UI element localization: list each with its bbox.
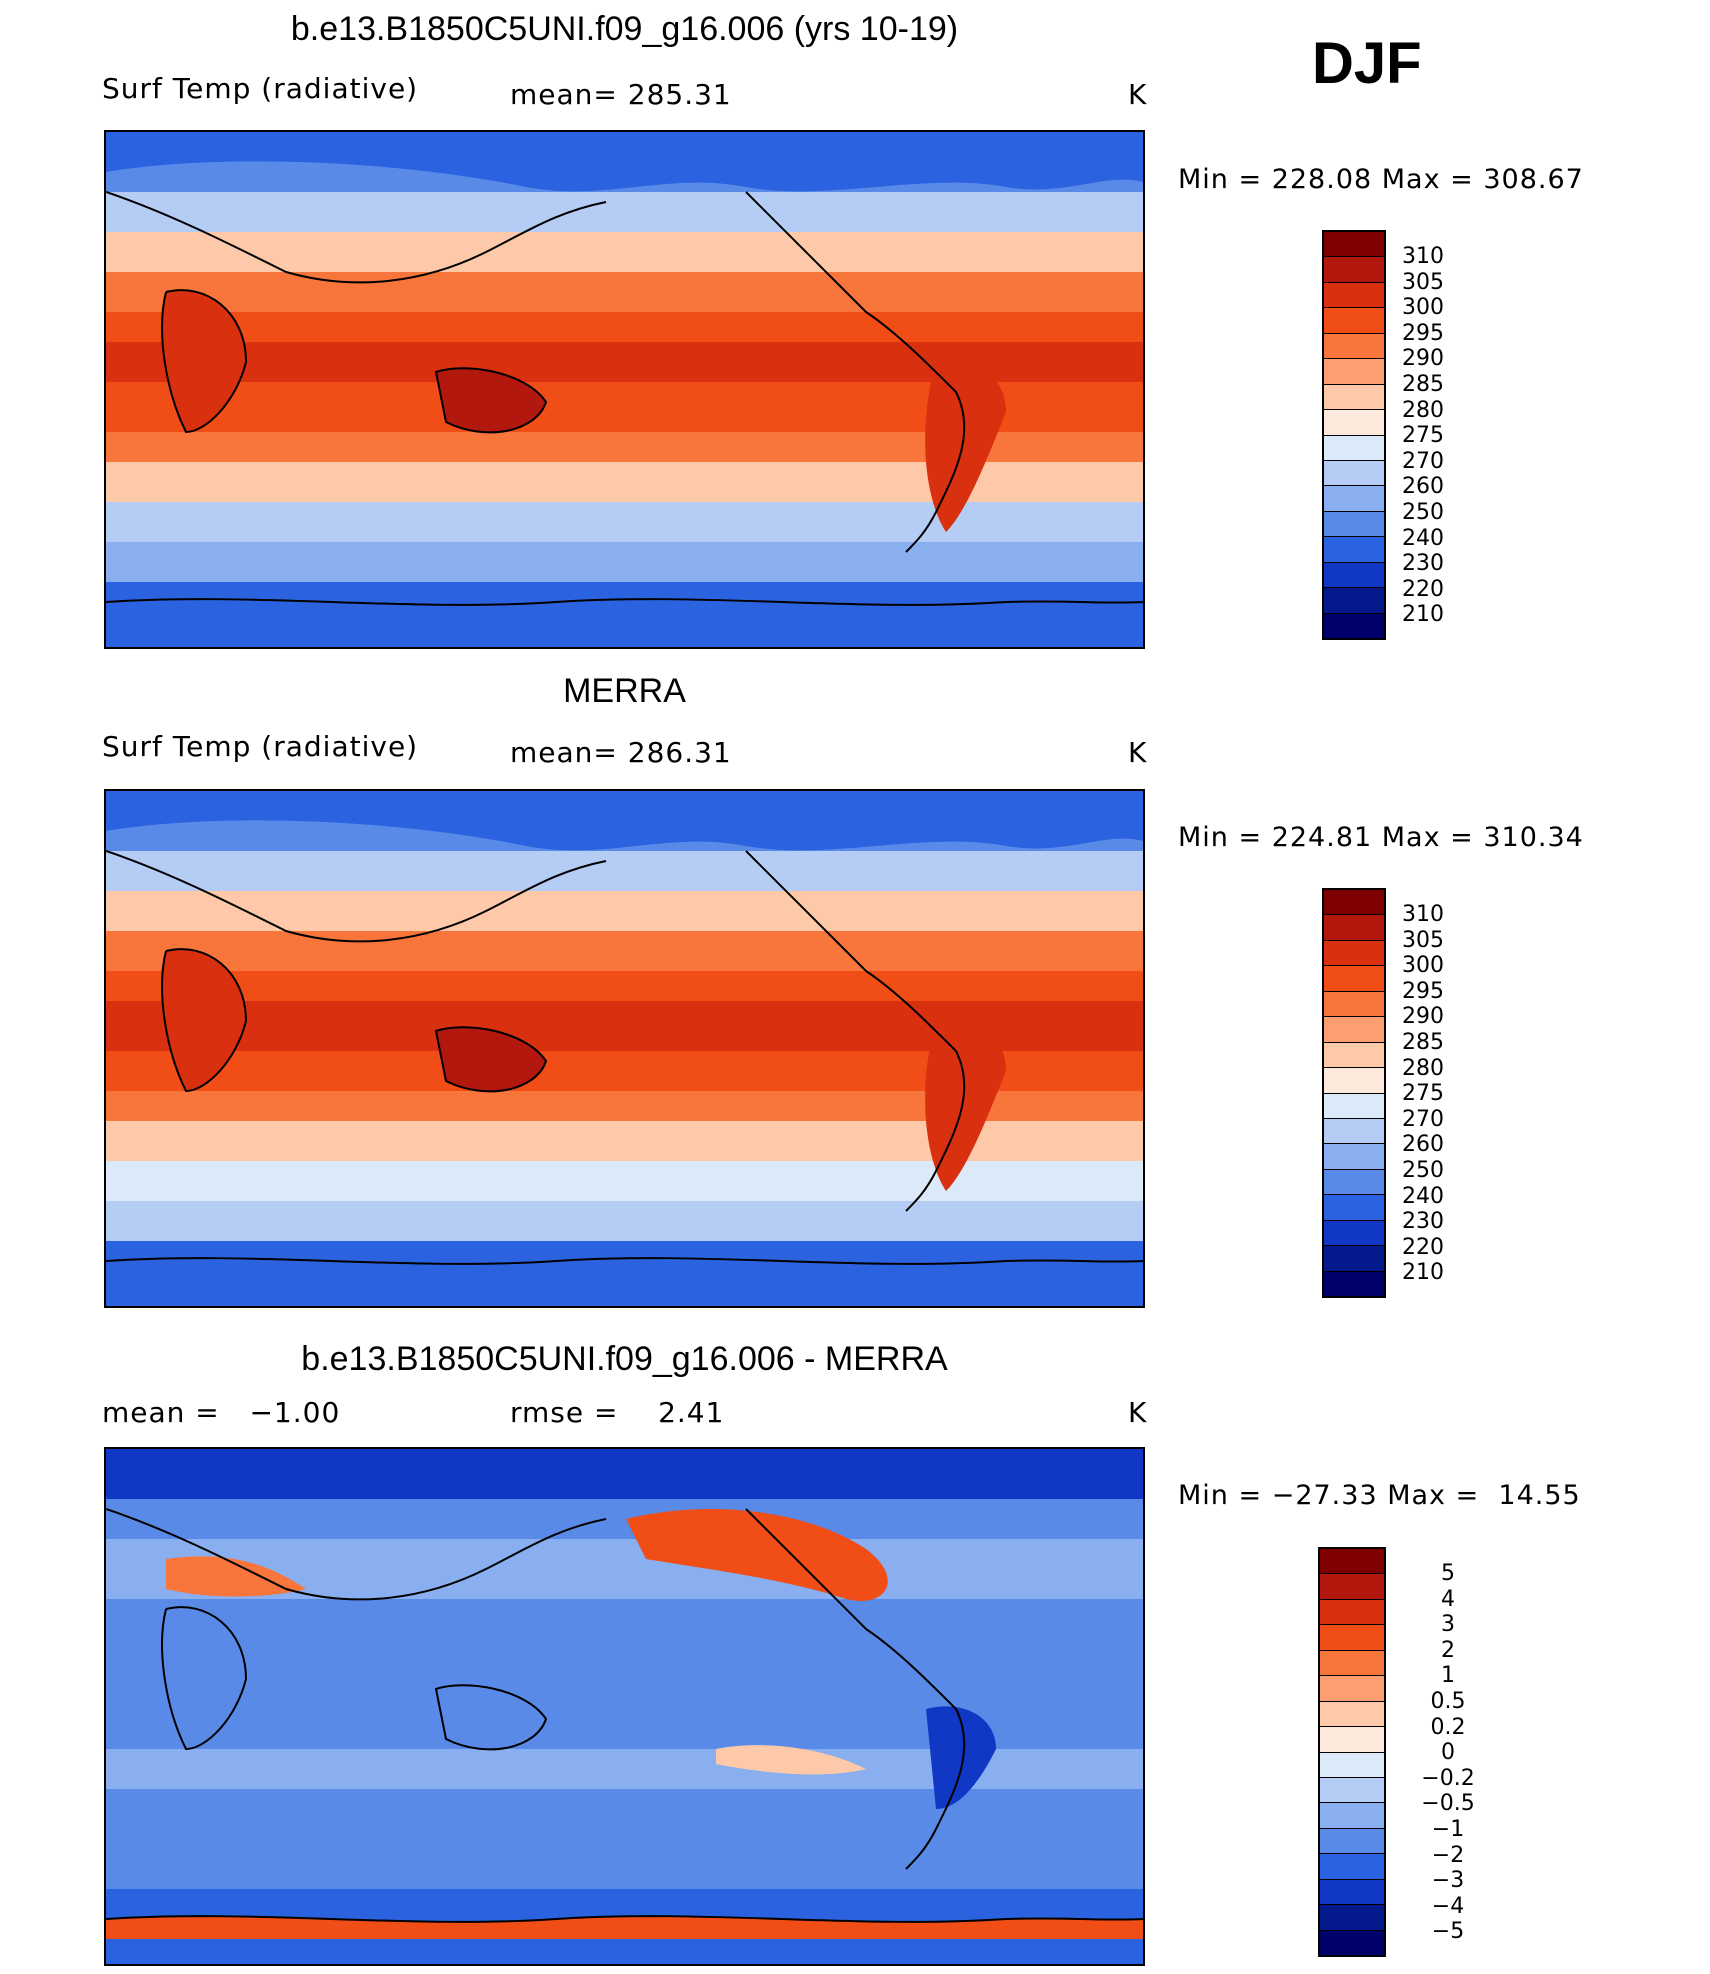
colorbar-label: 260 bbox=[1402, 1132, 1444, 1158]
panel1-map-field bbox=[106, 132, 1143, 647]
colorbar-label: 3 bbox=[1441, 1612, 1455, 1638]
panel2-mean-label: mean= 286.31 bbox=[510, 736, 732, 769]
panel3-mean-label: mean = −1.00 bbox=[102, 1396, 341, 1429]
panel1-variable-label: Surf Temp (radiative) bbox=[102, 72, 419, 105]
panel3-minmax: Min = −27.33 Max = 14.55 bbox=[1178, 1480, 1581, 1511]
panel2-map-field bbox=[106, 791, 1143, 1306]
colorbar-label: −0.5 bbox=[1421, 1791, 1475, 1817]
colorbar-label: 1 bbox=[1441, 1663, 1455, 1689]
colorbar-label: 295 bbox=[1402, 978, 1444, 1004]
colorbar-label: −1 bbox=[1431, 1816, 1465, 1842]
panel2-map bbox=[104, 789, 1145, 1308]
colorbar-label: 240 bbox=[1402, 525, 1444, 551]
panel1-units-label: K bbox=[1128, 78, 1148, 111]
panel3-rmse-label: rmse = 2.41 bbox=[510, 1396, 725, 1429]
panel2-variable-label: Surf Temp (radiative) bbox=[102, 730, 419, 763]
panel1-colorbar bbox=[1322, 230, 1386, 640]
panel3-map-field bbox=[106, 1449, 1143, 1964]
colorbar-label: 220 bbox=[1402, 576, 1444, 602]
colorbar-label: 240 bbox=[1402, 1183, 1444, 1209]
panel2-colorbar bbox=[1322, 888, 1386, 1298]
panel1-colorbar-labels: 310 305 300 295 290 285 280 275 270 260 … bbox=[1402, 244, 1502, 628]
colorbar-label: 305 bbox=[1402, 927, 1444, 953]
panel2-colorbar-labels: 310 305 300 295 290 285 280 275 270 260 … bbox=[1402, 902, 1502, 1286]
colorbar-label: 275 bbox=[1402, 423, 1444, 449]
colorbar-label: 0 bbox=[1441, 1740, 1455, 1766]
colorbar-label: 270 bbox=[1402, 1106, 1444, 1132]
colorbar-label: 290 bbox=[1402, 346, 1444, 372]
panel2-title: MERRA bbox=[563, 672, 686, 710]
colorbar-label: 4 bbox=[1441, 1586, 1455, 1612]
colorbar-label: 0.5 bbox=[1430, 1688, 1466, 1714]
colorbar-label: 2 bbox=[1441, 1637, 1455, 1663]
colorbar-label: 210 bbox=[1402, 1260, 1444, 1286]
panel3-map bbox=[104, 1447, 1145, 1966]
panel1-map bbox=[104, 130, 1145, 649]
colorbar-label: 280 bbox=[1402, 397, 1444, 423]
panel3-units-label: K bbox=[1128, 1396, 1148, 1429]
colorbar-label: 275 bbox=[1402, 1081, 1444, 1107]
colorbar-label: 230 bbox=[1402, 551, 1444, 577]
panel1-minmax: Min = 228.08 Max = 308.67 bbox=[1178, 164, 1584, 195]
colorbar-label: 305 bbox=[1402, 269, 1444, 295]
colorbar-label: 270 bbox=[1402, 448, 1444, 474]
colorbar-label: 220 bbox=[1402, 1234, 1444, 1260]
colorbar-label: 295 bbox=[1402, 320, 1444, 346]
colorbar-label: −2 bbox=[1431, 1842, 1465, 1868]
colorbar-label: 310 bbox=[1402, 902, 1444, 927]
colorbar-label: −5 bbox=[1431, 1919, 1465, 1945]
panel3-title: b.e13.B1850C5UNI.f09_g16.006 - MERRA bbox=[301, 1340, 948, 1378]
colorbar-label: 5 bbox=[1441, 1561, 1455, 1586]
colorbar-label: 280 bbox=[1402, 1055, 1444, 1081]
colorbar-label: −4 bbox=[1431, 1893, 1465, 1919]
panel1-title: b.e13.B1850C5UNI.f09_g16.006 (yrs 10-19) bbox=[290, 10, 959, 48]
colorbar-label: 230 bbox=[1402, 1209, 1444, 1235]
colorbar-label: 210 bbox=[1402, 602, 1444, 628]
colorbar-label: 290 bbox=[1402, 1004, 1444, 1030]
colorbar-label: 250 bbox=[1402, 1157, 1444, 1183]
colorbar-label: 300 bbox=[1402, 953, 1444, 979]
season-label: DJF bbox=[1312, 31, 1422, 96]
panel1-mean-label: mean= 285.31 bbox=[510, 78, 732, 111]
colorbar-label: −0.2 bbox=[1421, 1765, 1475, 1791]
panel2-minmax: Min = 224.81 Max = 310.34 bbox=[1178, 822, 1584, 853]
colorbar-label: 300 bbox=[1402, 295, 1444, 321]
panel3-colorbar-labels: 5 4 3 2 1 0.5 0.2 0 −0.2 −0.5 −1 −2 −3 −… bbox=[1398, 1561, 1498, 1945]
panel2-units-label: K bbox=[1128, 736, 1148, 769]
colorbar-label: 0.2 bbox=[1430, 1714, 1466, 1740]
colorbar-label: 310 bbox=[1402, 244, 1444, 269]
panel3-colorbar bbox=[1318, 1547, 1386, 1957]
colorbar-label: 260 bbox=[1402, 474, 1444, 500]
colorbar-label: 250 bbox=[1402, 499, 1444, 525]
colorbar-label: 285 bbox=[1402, 1029, 1444, 1055]
colorbar-label: −3 bbox=[1431, 1868, 1465, 1894]
colorbar-label: 285 bbox=[1402, 371, 1444, 397]
